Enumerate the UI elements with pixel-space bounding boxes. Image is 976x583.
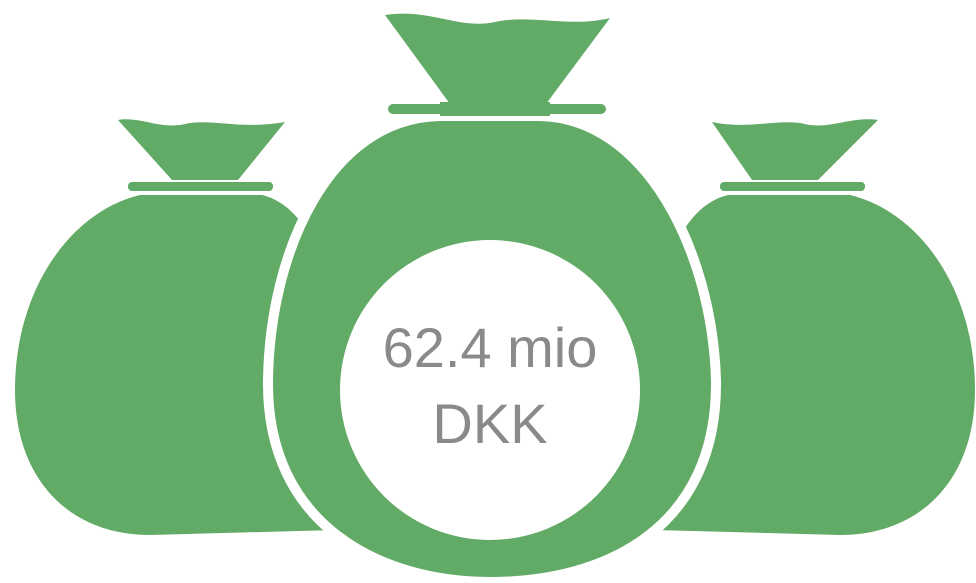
money-bags-graphic: 62.4 mio DKK — [0, 0, 976, 583]
amount-text: 62.4 mio — [383, 316, 598, 379]
currency-text: DKK — [432, 392, 547, 455]
center-bag — [268, 14, 716, 582]
page: 62.4 mio DKK (() => { const data = JSON.… — [0, 0, 976, 583]
